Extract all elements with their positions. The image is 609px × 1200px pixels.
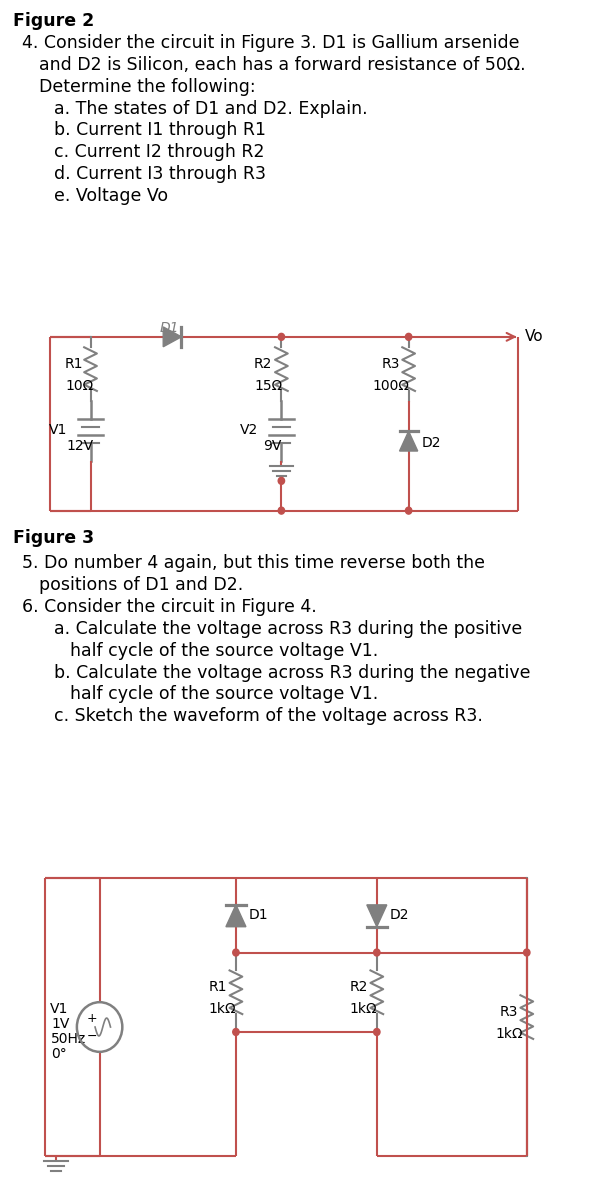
Text: d. Current I3 through R3: d. Current I3 through R3	[54, 166, 266, 184]
Text: e. Voltage Vo: e. Voltage Vo	[54, 187, 168, 205]
Text: half cycle of the source voltage V1.: half cycle of the source voltage V1.	[69, 685, 378, 703]
Text: 6. Consider the circuit in Figure 4.: 6. Consider the circuit in Figure 4.	[23, 598, 317, 616]
Text: R3: R3	[499, 1006, 518, 1019]
Text: R3: R3	[381, 358, 400, 371]
Text: +: +	[87, 1012, 97, 1025]
Text: R1: R1	[209, 980, 227, 995]
Circle shape	[278, 508, 284, 514]
Text: and D2 is Silicon, each has a forward resistance of 50Ω.: and D2 is Silicon, each has a forward re…	[39, 56, 526, 74]
Text: D1: D1	[248, 908, 269, 922]
Text: 9V: 9V	[263, 439, 281, 454]
Text: D2: D2	[421, 436, 441, 450]
Text: 0°: 0°	[51, 1046, 67, 1061]
Text: D1: D1	[160, 320, 179, 335]
Polygon shape	[226, 905, 246, 926]
Polygon shape	[367, 905, 387, 926]
Text: half cycle of the source voltage V1.: half cycle of the source voltage V1.	[69, 642, 378, 660]
Text: V1: V1	[49, 424, 67, 437]
Text: a. The states of D1 and D2. Explain.: a. The states of D1 and D2. Explain.	[54, 100, 368, 118]
Text: 50Hz: 50Hz	[51, 1032, 86, 1046]
Text: V2: V2	[239, 424, 258, 437]
Text: c. Sketch the waveform of the voltage across R3.: c. Sketch the waveform of the voltage ac…	[54, 707, 483, 725]
Circle shape	[374, 1028, 380, 1036]
Text: R1: R1	[65, 358, 83, 371]
Text: −: −	[87, 1030, 97, 1043]
Text: 1kΩ: 1kΩ	[209, 1002, 236, 1016]
Text: 1kΩ: 1kΩ	[350, 1002, 377, 1016]
Text: 4. Consider the circuit in Figure 3. D1 is Gallium arsenide: 4. Consider the circuit in Figure 3. D1 …	[23, 34, 520, 52]
Circle shape	[524, 949, 530, 956]
Text: 100Ω: 100Ω	[372, 379, 409, 394]
Circle shape	[233, 1028, 239, 1036]
Text: a. Calculate the voltage across R3 during the positive: a. Calculate the voltage across R3 durin…	[54, 620, 523, 638]
Text: 10Ω: 10Ω	[65, 379, 93, 394]
Polygon shape	[163, 326, 181, 347]
Text: R2: R2	[350, 980, 368, 995]
Text: c. Current I2 through R2: c. Current I2 through R2	[54, 143, 265, 161]
Text: Figure 2: Figure 2	[13, 12, 94, 30]
Polygon shape	[400, 431, 418, 451]
Circle shape	[374, 949, 380, 956]
Text: 5. Do number 4 again, but this time reverse both the: 5. Do number 4 again, but this time reve…	[23, 554, 485, 572]
Text: 12V: 12V	[67, 439, 94, 454]
Text: positions of D1 and D2.: positions of D1 and D2.	[39, 576, 243, 594]
Text: 15Ω: 15Ω	[254, 379, 283, 394]
Text: R2: R2	[254, 358, 272, 371]
Text: b. Calculate the voltage across R3 during the negative: b. Calculate the voltage across R3 durin…	[54, 664, 530, 682]
Text: V1: V1	[49, 1002, 68, 1016]
Text: b. Current I1 through R1: b. Current I1 through R1	[54, 121, 266, 139]
Text: Figure 3: Figure 3	[13, 528, 94, 546]
Circle shape	[278, 478, 284, 485]
Circle shape	[278, 334, 284, 341]
Text: Vo: Vo	[525, 329, 544, 344]
Circle shape	[406, 508, 412, 514]
Text: 1V: 1V	[51, 1018, 70, 1031]
Circle shape	[406, 334, 412, 341]
Circle shape	[233, 949, 239, 956]
Text: 1kΩ: 1kΩ	[495, 1027, 523, 1042]
Text: D2: D2	[390, 908, 409, 922]
Text: Determine the following:: Determine the following:	[39, 78, 255, 96]
